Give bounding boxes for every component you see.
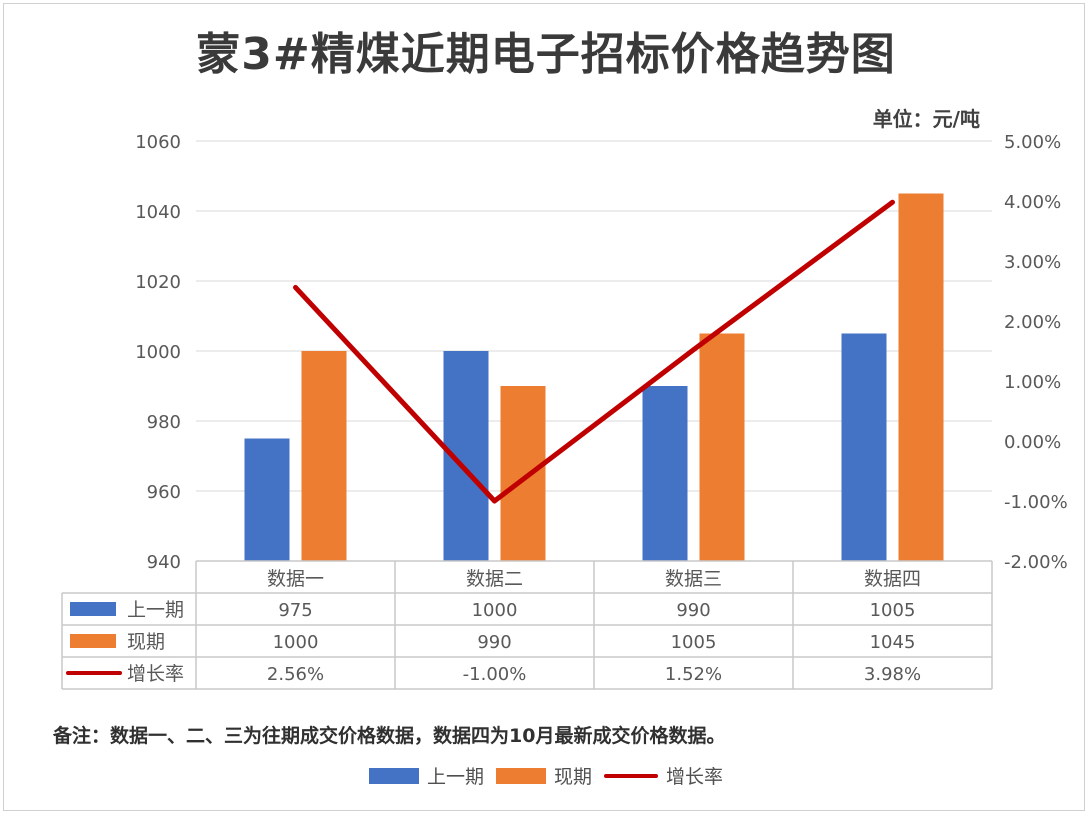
bar-prev-4	[841, 333, 887, 561]
y-right-tick: 5.00%	[1004, 132, 1061, 153]
legend-label-prev: 上一期	[426, 766, 484, 788]
y-left-tick: 1060	[135, 132, 181, 153]
table-row-label: 上一期	[127, 599, 184, 621]
y-right-tick: -1.00%	[1004, 492, 1068, 513]
y-left-tick: 1020	[135, 272, 181, 293]
table-cell: 3.98%	[864, 664, 921, 685]
table-cell: 975	[278, 600, 312, 621]
legend-swatch-curr	[495, 767, 546, 784]
bar-prev-3	[642, 386, 688, 561]
legend: 上一期 现期 增长率	[0, 762, 1092, 789]
table-cell: 1000	[273, 632, 319, 653]
chart-note: 备注：数据一、二、三为往期成交价格数据，数据四为10月最新成交价格数据。	[53, 725, 726, 747]
table-cell: 1000	[472, 600, 518, 621]
y-left-tick: 940	[147, 552, 181, 573]
bar-curr-3	[699, 333, 745, 561]
table-cell: 2.56%	[267, 664, 324, 685]
y-left-tick: 1040	[135, 202, 181, 223]
table-cell: -1.00%	[463, 664, 527, 685]
unit-label: 单位：元/吨	[872, 107, 980, 131]
table-row-label: 增长率	[127, 663, 184, 685]
y-right-tick: 4.00%	[1004, 192, 1061, 213]
y-left-tick: 960	[147, 482, 181, 503]
y-right-tick: 0.00%	[1004, 432, 1061, 453]
y-right-tick: 1.00%	[1004, 372, 1061, 393]
bar-curr-1	[301, 351, 347, 561]
table-cell: 990	[477, 632, 511, 653]
table-cell: 990	[676, 600, 710, 621]
table-cell: 1.52%	[665, 664, 722, 685]
y-left-tick: 1000	[135, 342, 181, 363]
legend-item-prev: 上一期	[368, 762, 484, 789]
y-right-tick: 3.00%	[1004, 252, 1061, 273]
chart-title: 蒙3#精煤近期电子招标价格趋势图	[196, 29, 896, 80]
x-category-label: 数据四	[864, 568, 921, 590]
legend-item-rate: 增长率	[604, 762, 723, 789]
bar-curr-2	[500, 386, 546, 561]
x-category-label: 数据二	[466, 568, 523, 590]
table-key-prev	[70, 602, 116, 616]
table-cell: 1045	[870, 632, 916, 653]
y-left-tick: 980	[147, 412, 181, 433]
table-key-curr	[70, 634, 116, 648]
chart-frame	[3, 3, 1085, 811]
legend-swatch-prev	[368, 767, 419, 784]
bar-curr-4	[898, 193, 944, 561]
table-cell: 1005	[671, 632, 717, 653]
legend-label-rate: 增长率	[666, 766, 724, 788]
bar-prev-1	[244, 438, 290, 561]
table-row-label: 现期	[127, 631, 165, 653]
table-cell: 1005	[870, 600, 916, 621]
x-category-label: 数据一	[267, 568, 324, 590]
legend-label-curr: 现期	[553, 766, 592, 788]
x-category-label: 数据三	[665, 568, 722, 590]
rate-line	[293, 199, 895, 504]
y-right-tick: -2.00%	[1004, 552, 1068, 573]
y-right-tick: 2.00%	[1004, 312, 1061, 333]
legend-item-curr: 现期	[495, 762, 592, 789]
legend-line-rate	[604, 773, 658, 778]
